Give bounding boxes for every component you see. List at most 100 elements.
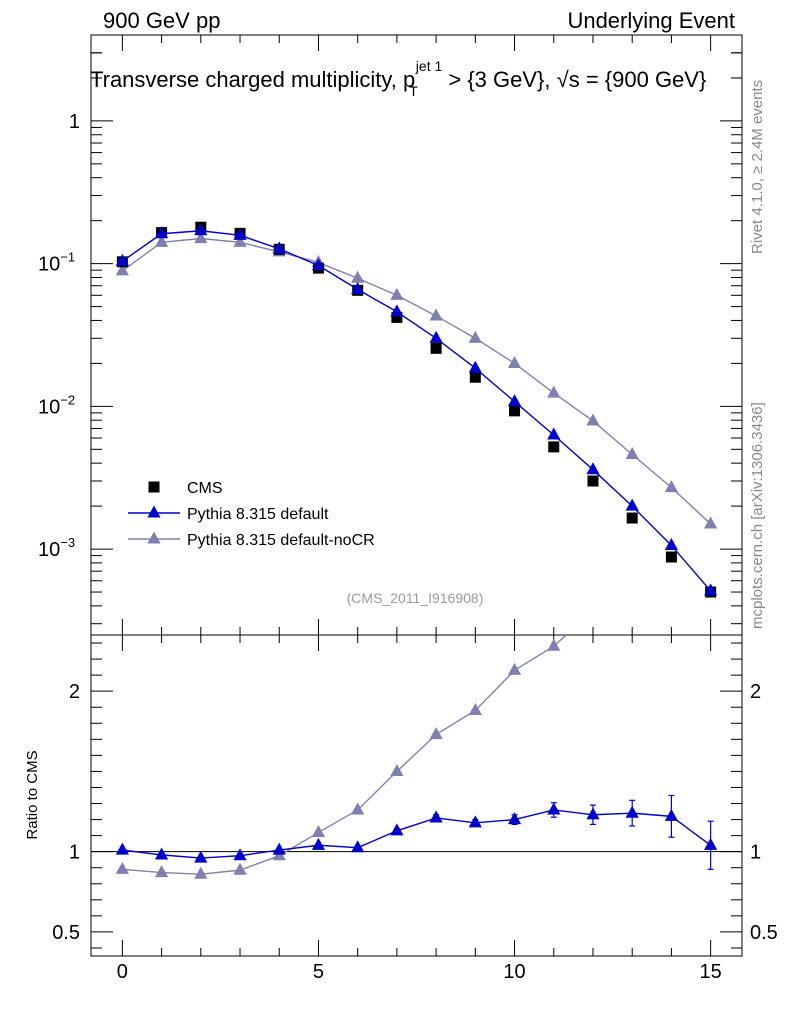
point-cms bbox=[430, 342, 442, 354]
legend-label: Pythia 8.315 default bbox=[187, 506, 329, 523]
ratio-point-pythia-8-315-default-nocr bbox=[547, 638, 561, 651]
ratio-point-pythia-8-315-default-nocr bbox=[626, 571, 639, 583]
legend-label: CMS bbox=[187, 480, 223, 497]
ratio-y-tick-label: 1 bbox=[69, 842, 80, 864]
ratio-y-tick-label-right: 0.5 bbox=[750, 922, 778, 944]
ratio-point-pythia-8-315-default bbox=[507, 812, 522, 825]
point-pythia-8-315-default-nocr bbox=[507, 355, 522, 368]
mcplots-label: mcplots.cern.ch [arXiv:1306.3436] bbox=[749, 402, 766, 629]
point-pythia-8-315-default-nocr bbox=[194, 231, 208, 244]
top-series bbox=[115, 221, 718, 598]
plot-title: Transverse charged multiplicity, pTjet 1… bbox=[90, 58, 706, 99]
point-pythia-8-315-default bbox=[468, 360, 482, 373]
point-pythia-8-315-default bbox=[233, 227, 247, 240]
header-right: Underlying Event bbox=[567, 8, 735, 33]
y-tick-label-exp: −2 bbox=[60, 392, 75, 407]
point-pythia-8-315-default-nocr bbox=[664, 480, 679, 493]
ratio-panel-frame bbox=[90, 634, 743, 957]
point-pythia-8-315-default-nocr bbox=[547, 385, 561, 398]
plot-title-main: Transverse charged multiplicity, p bbox=[90, 67, 415, 92]
point-cms bbox=[626, 512, 638, 524]
point-pythia-8-315-default bbox=[586, 462, 600, 475]
point-pythia-8-315-default-nocr bbox=[390, 287, 404, 300]
ratio-point-pythia-8-315-default bbox=[468, 815, 482, 828]
point-pythia-8-315-default-nocr bbox=[586, 413, 600, 426]
point-pythia-8-315-default-nocr bbox=[115, 263, 129, 276]
point-cms bbox=[391, 311, 403, 323]
point-cms bbox=[469, 371, 481, 383]
ratio-point-pythia-8-315-default bbox=[311, 837, 326, 850]
point-pythia-8-315-default bbox=[351, 281, 365, 294]
ratio-point-pythia-8-315-default bbox=[625, 805, 639, 818]
point-pythia-8-315-default-nocr bbox=[154, 234, 169, 247]
analysis-id: (CMS_2011_I916908) bbox=[347, 590, 484, 606]
point-pythia-8-315-default bbox=[115, 253, 129, 266]
legend: CMS Pythia 8.315 default Pythia 8.315 defa… bbox=[128, 480, 375, 549]
y-tick-label: 1 bbox=[69, 111, 80, 133]
y-tick-label-base: 10 bbox=[38, 254, 60, 276]
ratio-point-pythia-8-315-default bbox=[547, 802, 561, 815]
top-axes: 110−110−210−3 bbox=[38, 34, 742, 625]
ratio-point-pythia-8-315-default bbox=[664, 808, 679, 821]
ratio-point-pythia-8-315-default-nocr bbox=[233, 862, 247, 875]
point-cms bbox=[665, 551, 677, 563]
ratio-point-pythia-8-315-default-nocr bbox=[468, 702, 482, 715]
point-pythia-8-315-default bbox=[272, 241, 286, 254]
ratio-point-pythia-8-315-default-nocr bbox=[154, 865, 169, 878]
ratio-point-pythia-8-315-default bbox=[233, 848, 247, 861]
x-tick-label: 5 bbox=[313, 961, 324, 983]
ratio-y-tick-label: 0.5 bbox=[52, 922, 80, 944]
plot-title-rest: > {3 GeV}, √s = {900 GeV} bbox=[442, 67, 706, 92]
y-tick-label-exp: −3 bbox=[60, 535, 75, 550]
ratio-point-pythia-8-315-default-nocr bbox=[429, 727, 443, 740]
plot-title-sup: jet 1 bbox=[415, 58, 443, 74]
legend-marker-triangle bbox=[147, 505, 161, 518]
rivet-label: Rivet 4.1.0, ≥ 2.4M events bbox=[749, 80, 766, 254]
y-tick-label-exp: −1 bbox=[60, 250, 75, 265]
ratio-point-pythia-8-315-default bbox=[351, 840, 365, 853]
point-cms bbox=[548, 441, 560, 453]
ratio-ylabel: Ratio to CMS bbox=[24, 750, 41, 839]
point-pythia-8-315-default-nocr bbox=[704, 516, 718, 529]
legend-marker-triangle bbox=[147, 531, 161, 544]
legend-label: Pythia 8.315 default-noCR bbox=[187, 532, 375, 549]
point-pythia-8-315-default bbox=[429, 330, 443, 343]
ratio-point-pythia-8-315-default-nocr bbox=[194, 866, 208, 879]
ratio-series bbox=[115, 571, 718, 879]
point-pythia-8-315-default-nocr bbox=[233, 234, 247, 247]
x-tick-label: 10 bbox=[503, 961, 525, 983]
ratio-point-pythia-8-315-default-nocr bbox=[586, 603, 599, 615]
ratio-y-tick-label-right: 1 bbox=[750, 842, 761, 864]
ratio-point-pythia-8-315-default bbox=[154, 847, 169, 860]
ratio-point-pythia-8-315-default bbox=[115, 842, 129, 855]
point-pythia-8-315-default bbox=[507, 394, 522, 407]
header-left: 900 GeV pp bbox=[103, 8, 220, 33]
series-line-pythia-8-315-default-nocr bbox=[121, 237, 712, 525]
ratio-point-pythia-8-315-default-nocr bbox=[507, 662, 522, 675]
point-pythia-8-315-default bbox=[704, 583, 718, 596]
y-tick-label: 10−1 bbox=[38, 250, 75, 276]
y-tick-label-base: 10 bbox=[38, 396, 60, 418]
point-pythia-8-315-default-nocr bbox=[625, 447, 639, 460]
ratio-point-pythia-8-315-default-nocr bbox=[311, 824, 326, 837]
y-tick-label-base: 10 bbox=[38, 539, 60, 561]
ratio-line-pythia-8-315-default bbox=[122, 809, 712, 859]
ratio-point-pythia-8-315-default bbox=[429, 810, 443, 823]
ratio-point-pythia-8-315-default bbox=[704, 837, 718, 850]
ratio-point-pythia-8-315-default bbox=[272, 842, 286, 855]
ratio-point-pythia-8-315-default bbox=[586, 807, 600, 820]
point-pythia-8-315-default bbox=[194, 223, 208, 236]
point-pythia-8-315-default-nocr bbox=[351, 270, 365, 283]
ratio-point-pythia-8-315-default bbox=[390, 823, 404, 836]
point-pythia-8-315-default bbox=[664, 538, 679, 551]
point-pythia-8-315-default bbox=[390, 304, 404, 317]
point-cms bbox=[587, 475, 599, 487]
x-tick-label: 15 bbox=[700, 961, 722, 983]
point-pythia-8-315-default bbox=[547, 427, 561, 440]
point-pythia-8-315-default bbox=[625, 498, 639, 511]
ratio-y-tick-label: 2 bbox=[69, 681, 80, 703]
point-pythia-8-315-default-nocr bbox=[429, 308, 443, 321]
ratio-axes: 0.5 0.5 1 1 2 2 bbox=[52, 642, 778, 949]
ratio-point-pythia-8-315-default-nocr bbox=[115, 861, 129, 874]
